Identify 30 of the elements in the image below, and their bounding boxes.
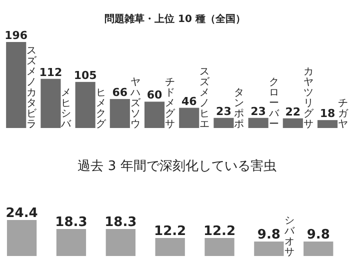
x-tick-label: チドメグサ — [165, 77, 176, 130]
data-label: 23 — [250, 104, 266, 118]
data-label: 12.2 — [203, 224, 236, 239]
data-label: 24.4 — [6, 206, 38, 221]
x-tick-label: シバオサ — [283, 216, 296, 258]
data-label: 12.2 — [154, 224, 186, 239]
x-tick-label: ヒメクグ — [96, 88, 107, 130]
data-label: 23 — [216, 104, 232, 118]
chart-title: 問題雑草・上位 10 種（全国） — [104, 13, 246, 25]
x-tick-label: チガヤ — [338, 98, 350, 130]
x-tick-label: スズメノカタビラ — [26, 46, 38, 130]
x-tick-label: タンポポ — [234, 88, 244, 130]
x-tick-label: カヤツリグサ — [303, 66, 314, 130]
data-label: 18.3 — [55, 215, 88, 230]
data-label: 112 — [39, 66, 62, 79]
data-label: 9.8 — [257, 228, 280, 243]
x-tick-label: ヤハズソウ — [129, 77, 142, 130]
data-label: 9.8 — [306, 228, 330, 243]
data-label: 18 — [320, 107, 336, 120]
data-label: 22 — [285, 105, 301, 118]
data-label: 105 — [74, 68, 97, 82]
x-tick-label: クローバー — [268, 77, 280, 130]
data-label: 66 — [112, 86, 128, 100]
x-tick-label: スズメノヒエ — [200, 66, 211, 130]
data-label: 196 — [4, 29, 28, 42]
x-tick-label: メヒシバ — [60, 88, 72, 130]
data-label: 60 — [146, 88, 163, 102]
data-label: 46 — [181, 94, 198, 108]
data-label: 18.3 — [104, 215, 137, 230]
chart-title: 過去 3 年間で深刻化している害虫 — [78, 158, 276, 174]
